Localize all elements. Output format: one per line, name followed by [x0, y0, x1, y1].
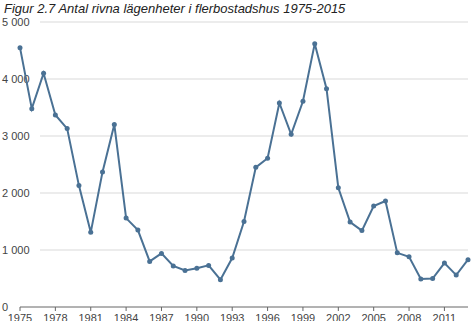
- x-tick: [338, 307, 339, 311]
- x-tick: [20, 307, 21, 311]
- series-marker: [253, 165, 258, 170]
- plot-area: [18, 41, 471, 282]
- series-line: [20, 44, 468, 280]
- grid-line: [40, 22, 468, 23]
- x-tick-label: 1987: [149, 312, 173, 321]
- x-tick: [232, 307, 233, 311]
- x-tick-label: 1996: [255, 312, 279, 321]
- series-marker: [300, 99, 305, 104]
- series-marker: [324, 86, 329, 91]
- series-marker: [466, 257, 471, 262]
- series-marker: [242, 219, 247, 224]
- series-marker: [383, 198, 388, 203]
- x-tick: [409, 307, 410, 311]
- series-marker: [407, 254, 412, 259]
- x-tick: [161, 307, 162, 311]
- series-marker: [312, 41, 317, 46]
- series-marker: [135, 228, 140, 233]
- series-marker: [230, 255, 235, 260]
- series-marker: [100, 169, 105, 174]
- y-tick-label: 2 000: [2, 187, 30, 199]
- y-tick-label: 5 000: [2, 16, 30, 28]
- x-tick-label: 2002: [326, 312, 350, 321]
- series-marker: [124, 216, 129, 221]
- series-marker: [277, 100, 282, 105]
- series-marker: [171, 263, 176, 268]
- series-marker: [41, 71, 46, 76]
- grid-line: [40, 136, 468, 137]
- series-marker: [194, 266, 199, 271]
- series-marker: [289, 132, 294, 137]
- x-tick-label: 1984: [114, 312, 138, 321]
- x-tick: [302, 307, 303, 311]
- y-tick-label: 3 000: [2, 130, 30, 142]
- grid-line: [40, 250, 468, 251]
- x-tick-label: 1990: [185, 312, 209, 321]
- series-marker: [442, 261, 447, 266]
- y-tick-label: 1 000: [2, 244, 30, 256]
- x-tick-label: 2008: [397, 312, 421, 321]
- series-marker: [65, 126, 70, 131]
- series-marker: [336, 185, 341, 190]
- chart: Figur 2.7 Antal rivna lägenheter i flerb…: [0, 0, 472, 321]
- x-tick: [444, 307, 445, 311]
- series-marker: [359, 228, 364, 233]
- series-marker: [454, 273, 459, 278]
- series-marker: [183, 268, 188, 273]
- x-tick-label: 1981: [78, 312, 102, 321]
- x-axis: [20, 307, 468, 308]
- x-tick-label: 1999: [291, 312, 315, 321]
- grid-line: [40, 193, 468, 194]
- series-marker: [218, 277, 223, 282]
- title: Figur 2.7 Antal rivna lägenheter i flerb…: [4, 1, 346, 16]
- x-tick: [196, 307, 197, 311]
- x-tick: [55, 307, 56, 311]
- series-marker: [29, 106, 34, 111]
- series-marker: [147, 259, 152, 264]
- series-marker: [265, 156, 270, 161]
- series-marker: [371, 204, 376, 209]
- series-marker: [76, 183, 81, 188]
- x-tick-label: 1978: [43, 312, 67, 321]
- x-tick: [373, 307, 374, 311]
- x-tick: [126, 307, 127, 311]
- grid-line: [40, 79, 468, 80]
- x-tick: [267, 307, 268, 311]
- x-tick: [90, 307, 91, 311]
- series-marker: [395, 250, 400, 255]
- x-tick-label: 2011: [433, 312, 457, 321]
- x-tick-label: 2005: [361, 312, 385, 321]
- series-marker: [206, 263, 211, 268]
- series-marker: [112, 122, 117, 127]
- series-marker: [418, 277, 423, 282]
- series-marker: [430, 276, 435, 281]
- x-tick-label: 1975: [8, 312, 32, 321]
- series-marker: [348, 220, 353, 225]
- series-marker: [159, 251, 164, 256]
- series-marker: [53, 112, 58, 117]
- series-marker: [18, 45, 23, 50]
- series-marker: [88, 230, 93, 235]
- x-tick-label: 1993: [220, 312, 244, 321]
